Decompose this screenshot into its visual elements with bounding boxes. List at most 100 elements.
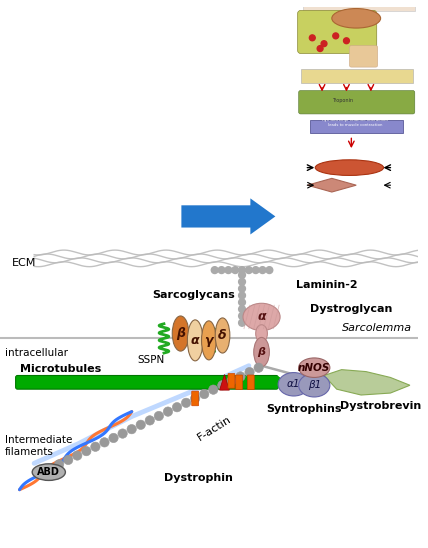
FancyBboxPatch shape [300, 69, 413, 83]
Ellipse shape [215, 318, 230, 353]
Circle shape [118, 429, 127, 438]
Circle shape [145, 416, 155, 425]
Circle shape [309, 35, 315, 41]
Circle shape [254, 363, 263, 373]
FancyBboxPatch shape [247, 375, 254, 390]
Circle shape [321, 41, 327, 47]
Circle shape [181, 398, 191, 408]
Polygon shape [307, 178, 356, 192]
Circle shape [208, 385, 218, 395]
Circle shape [54, 460, 64, 469]
Circle shape [100, 438, 109, 447]
Circle shape [245, 267, 252, 273]
FancyBboxPatch shape [299, 90, 415, 114]
Circle shape [63, 455, 73, 465]
Text: Dystrobrevin: Dystrobrevin [340, 401, 421, 411]
Circle shape [227, 376, 236, 386]
Ellipse shape [299, 358, 330, 378]
Text: Sarcoglycans: Sarcoglycans [152, 290, 235, 300]
Text: nNOS: nNOS [298, 363, 330, 373]
Text: α: α [257, 310, 266, 323]
Circle shape [127, 425, 137, 434]
Circle shape [239, 299, 245, 306]
Ellipse shape [32, 464, 65, 481]
Text: β1: β1 [308, 380, 321, 390]
Circle shape [239, 306, 245, 312]
Text: Laminin-2: Laminin-2 [296, 279, 357, 290]
Circle shape [73, 451, 82, 460]
Text: β: β [258, 347, 265, 357]
Text: α: α [191, 334, 199, 347]
Text: δ: δ [218, 329, 227, 342]
Text: Troponin: Troponin [332, 98, 353, 103]
Text: γ: γ [205, 334, 213, 347]
Circle shape [91, 442, 100, 452]
Ellipse shape [256, 325, 268, 342]
Circle shape [270, 376, 282, 388]
Circle shape [190, 394, 200, 403]
Circle shape [218, 267, 225, 273]
Circle shape [82, 447, 91, 456]
FancyBboxPatch shape [236, 375, 243, 390]
FancyBboxPatch shape [303, 0, 415, 12]
Circle shape [45, 464, 55, 473]
Circle shape [239, 272, 245, 278]
Polygon shape [324, 370, 410, 395]
Circle shape [245, 367, 254, 377]
Ellipse shape [187, 320, 203, 361]
Circle shape [344, 38, 349, 44]
FancyBboxPatch shape [349, 45, 377, 67]
Circle shape [172, 403, 182, 412]
Ellipse shape [254, 338, 269, 367]
Text: Dystrophin: Dystrophin [164, 473, 233, 483]
FancyBboxPatch shape [15, 375, 278, 389]
Circle shape [109, 433, 118, 443]
Circle shape [232, 267, 239, 273]
Circle shape [239, 312, 245, 319]
Circle shape [163, 407, 172, 416]
Circle shape [239, 278, 245, 285]
Ellipse shape [332, 9, 380, 28]
Text: α1: α1 [287, 379, 300, 389]
Circle shape [225, 267, 232, 273]
Circle shape [218, 380, 227, 390]
Ellipse shape [172, 316, 189, 351]
Text: ABD: ABD [37, 467, 60, 477]
Circle shape [259, 267, 266, 273]
Text: Sarcolemma: Sarcolemma [342, 323, 412, 333]
FancyArrowPatch shape [181, 198, 275, 235]
Text: intracellular: intracellular [5, 348, 68, 358]
Text: Syntrophins: Syntrophins [267, 404, 342, 414]
Circle shape [154, 412, 163, 421]
Circle shape [199, 390, 209, 399]
Ellipse shape [243, 303, 280, 330]
Circle shape [239, 319, 245, 326]
Text: SSPN: SSPN [138, 355, 165, 365]
Circle shape [236, 372, 245, 381]
Circle shape [333, 33, 339, 39]
Text: Intermediate
filaments: Intermediate filaments [5, 435, 72, 456]
Circle shape [239, 267, 245, 273]
Circle shape [211, 267, 218, 273]
Text: RyR and Dhpr channel interaction
leads to muscle contraction: RyR and Dhpr channel interaction leads t… [322, 118, 388, 127]
Ellipse shape [315, 160, 383, 175]
Text: Microtubules: Microtubules [20, 364, 101, 374]
Circle shape [239, 292, 245, 299]
Circle shape [239, 285, 245, 292]
Circle shape [136, 420, 146, 430]
FancyBboxPatch shape [297, 10, 377, 54]
Circle shape [36, 469, 46, 478]
FancyBboxPatch shape [228, 374, 235, 388]
Polygon shape [220, 374, 229, 390]
FancyBboxPatch shape [192, 391, 199, 406]
Circle shape [266, 267, 273, 273]
Circle shape [252, 267, 259, 273]
Ellipse shape [299, 374, 330, 397]
Text: β: β [176, 327, 185, 340]
Text: F-actin: F-actin [195, 414, 233, 442]
Ellipse shape [278, 373, 309, 396]
Text: ECM: ECM [12, 258, 36, 269]
Text: Dystroglycan: Dystroglycan [310, 304, 393, 314]
Circle shape [317, 45, 323, 52]
FancyBboxPatch shape [310, 120, 403, 134]
